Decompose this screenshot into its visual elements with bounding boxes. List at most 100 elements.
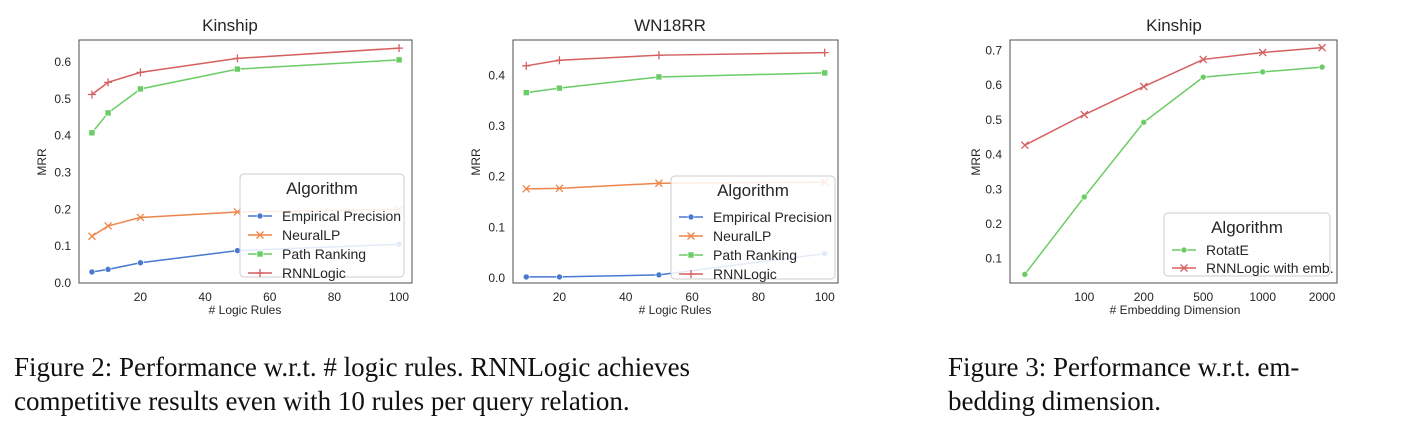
series-line-path-ranking: [526, 72, 825, 94]
y-axis-label: MRR: [469, 148, 483, 176]
data-point-rotate: [1081, 193, 1088, 201]
chart-title: WN18RR: [634, 16, 706, 35]
legend-items: RotatE RNNLogic with emb.: [1172, 242, 1334, 276]
axis-ticks: 0.1 0.2 0.3 0.4 0.5 0.6 0.7 100 200 500 1000 2000: [985, 43, 1335, 304]
y-tick-label: 0.0: [488, 271, 505, 285]
data-point-rnnlogic-with-emb: [1318, 43, 1327, 52]
y-tick-label: 0.1: [54, 239, 71, 253]
x-axis-label: # Logic Rules: [209, 303, 282, 317]
figure-2-caption-line: Figure 2: Performance w.r.t. # logic rul…: [14, 352, 691, 382]
x-tick-label: 80: [752, 290, 766, 304]
y-tick-label: 0.2: [985, 217, 1002, 231]
x-tick-label: 40: [619, 290, 633, 304]
data-point-neurallp: [87, 232, 96, 241]
y-tick-label: 0.1: [985, 252, 1002, 266]
legend: Algorithm RotatE RNNLogic with emb.: [1163, 212, 1334, 277]
legend-label-neurallp: NeuralLP: [713, 228, 771, 244]
data-point-rnnlogic-with-emb: [1020, 141, 1029, 150]
data-point-rnnlogic: [654, 51, 663, 60]
series-line-path-ranking: [91, 59, 400, 134]
x-tick-label: 100: [1074, 290, 1094, 304]
chart-kinship-logic-rules: Kinship MRR # Logic Rules 0.00.10.20.30.…: [35, 16, 413, 317]
x-tick-label: 20: [134, 290, 148, 304]
y-tick-label: 0.3: [54, 166, 71, 180]
data-point-rnnlogic: [233, 54, 242, 63]
data-point-path-ranking: [88, 129, 96, 137]
data-point-rnnlogic-with-emb: [1139, 82, 1148, 91]
y-tick-label: 0.6: [54, 55, 71, 69]
data-point-rotate: [1318, 63, 1326, 71]
x-tick-label: 200: [1134, 290, 1154, 304]
legend-marker-neurallp: [687, 232, 695, 240]
legend-marker-rnnlogic: [256, 269, 264, 277]
axis-ticks: 0.0 0.1 0.2 0.3 0.4 20 40 60 80 100: [488, 68, 835, 304]
legend-label-rnnlogic-with-emb: RNNLogic with emb.: [1206, 260, 1334, 276]
y-tick-label: 0.6: [985, 78, 1002, 92]
y-tick-label: 0.3: [488, 119, 505, 133]
y-tick-label: 0.2: [54, 202, 71, 216]
x-tick-label: 2000: [1309, 290, 1336, 304]
legend-marker-rnnlogic-with-emb: [1180, 264, 1188, 272]
legend-marker-neurallp: [256, 231, 264, 239]
x-tick-label: 60: [685, 290, 699, 304]
y-tick-label: 0.5: [54, 92, 71, 106]
legend-title: Algorithm: [717, 181, 789, 200]
data-marks: [1020, 43, 1327, 278]
legend: Algorithm Empirical Precision NeuralLP Pat…: [239, 173, 405, 281]
chart-title: Kinship: [202, 16, 258, 35]
y-axis-label: MRR: [969, 148, 983, 176]
legend-title: Algorithm: [1211, 218, 1283, 237]
data-point-empirical-precision: [137, 259, 144, 267]
data-point-rnnlogic: [395, 44, 404, 53]
x-tick-label: 20: [553, 290, 567, 304]
legend-marker-empirical-precision: [256, 212, 264, 220]
y-tick-label: 0.5: [985, 113, 1002, 127]
x-tick-label: 100: [815, 290, 835, 304]
data-point-neurallp: [136, 213, 145, 222]
legend-label-path-ranking: Path Ranking: [713, 247, 797, 263]
data-point-rnnlogic: [522, 61, 531, 70]
legend-label-empirical-precision: Empirical Precision: [282, 208, 401, 224]
data-point-path-ranking: [104, 109, 112, 117]
y-tick-label: 0.4: [488, 68, 505, 82]
data-point-rotate: [1259, 68, 1266, 76]
series-line-rnnlogic: [526, 51, 825, 67]
y-tick-label: 0.4: [985, 148, 1002, 162]
legend-marker-rotate: [1180, 246, 1188, 254]
legend-marker-path-ranking: [687, 251, 695, 259]
x-tick-label: 1000: [1249, 290, 1276, 304]
legend-marker-empirical-precision: [687, 213, 695, 221]
plot-frame: [78, 39, 413, 284]
y-tick-label: 0.3: [985, 182, 1002, 196]
y-tick-label: 0.1: [488, 220, 505, 234]
data-point-path-ranking: [655, 73, 663, 81]
legend-label-neurallp: NeuralLP: [282, 227, 340, 243]
data-point-rnnlogic-with-emb: [1080, 110, 1089, 119]
data-point-empirical-precision: [655, 271, 663, 279]
legend-box: [1163, 212, 1331, 277]
legend-label-path-ranking: Path Ranking: [282, 246, 366, 262]
data-point-rnnlogic: [820, 48, 829, 57]
y-tick-label: 0.2: [488, 170, 505, 184]
data-point-path-ranking: [556, 84, 563, 92]
chart-kinship-embedding-dimension: Kinship MRR # Embedding Dimension 0.1 0.2…: [969, 16, 1338, 317]
data-point-empirical-precision: [104, 266, 112, 273]
x-tick-label: 60: [263, 290, 277, 304]
data-point-neurallp: [522, 184, 531, 193]
series-line-rnnlogic-with-emb: [1024, 46, 1323, 146]
x-axis-label: # Logic Rules: [639, 303, 712, 317]
data-point-empirical-precision: [556, 273, 563, 281]
legend-label-rnnlogic: RNNLogic: [713, 266, 777, 282]
plot-frame: [1009, 39, 1338, 284]
data-point-path-ranking: [821, 69, 829, 77]
x-tick-label: 500: [1193, 290, 1213, 304]
figure-3-caption-line: bedding dimension.: [948, 386, 1161, 416]
legend: Algorithm Empirical Precision NeuralLP Pat…: [670, 175, 836, 282]
data-point-rotate: [1140, 118, 1148, 126]
x-tick-label: 80: [328, 290, 342, 304]
figure-3-caption: Figure 3: Performance w.r.t. em- bedding…: [948, 350, 1299, 418]
data-point-rnnlogic-with-emb: [1258, 48, 1267, 57]
data-marks: [522, 48, 829, 281]
data-point-path-ranking: [234, 65, 241, 73]
